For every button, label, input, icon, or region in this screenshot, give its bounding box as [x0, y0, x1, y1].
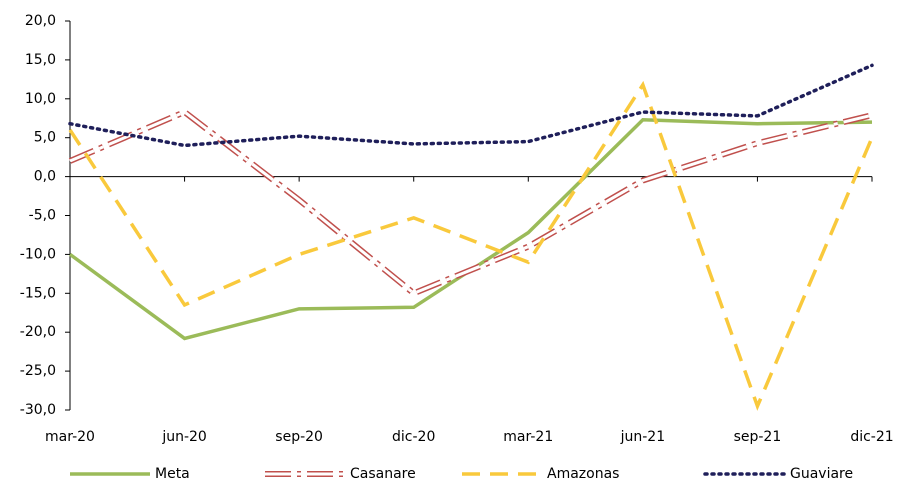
x-tick-label: mar-20 — [45, 429, 95, 445]
x-tick-label: sep-21 — [734, 429, 782, 445]
series-line — [68, 118, 873, 341]
legend-label: Meta — [155, 466, 190, 482]
x-tick-label: jun-21 — [620, 429, 666, 445]
y-tick-label: -20,0 — [20, 324, 56, 340]
series-line — [68, 108, 873, 297]
legend-label: Guaviare — [790, 466, 853, 482]
y-tick-label: -10,0 — [20, 246, 56, 262]
y-tick-label: 10,0 — [25, 91, 56, 107]
y-tick-label: -5,0 — [29, 208, 56, 224]
y-tick-label: 20,0 — [25, 13, 56, 29]
x-tick-label: dic-20 — [392, 429, 435, 445]
x-tick-label: dic-21 — [850, 429, 893, 445]
x-tick-label: jun-20 — [161, 429, 207, 445]
series-line — [68, 63, 874, 148]
series-line — [68, 80, 874, 411]
series-line — [69, 110, 873, 296]
y-tick-label: -15,0 — [20, 285, 56, 301]
y-tick-label: -30,0 — [20, 402, 56, 418]
x-tick-label: mar-21 — [503, 429, 553, 445]
y-tick-label: -25,0 — [20, 363, 56, 379]
legend-label: Amazonas — [547, 466, 619, 482]
y-tick-label: 0,0 — [34, 169, 56, 185]
y-tick-label: 5,0 — [34, 130, 56, 146]
legend-label: Casanare — [350, 466, 416, 482]
y-tick-label: 15,0 — [25, 52, 56, 68]
x-tick-label: sep-20 — [275, 429, 323, 445]
